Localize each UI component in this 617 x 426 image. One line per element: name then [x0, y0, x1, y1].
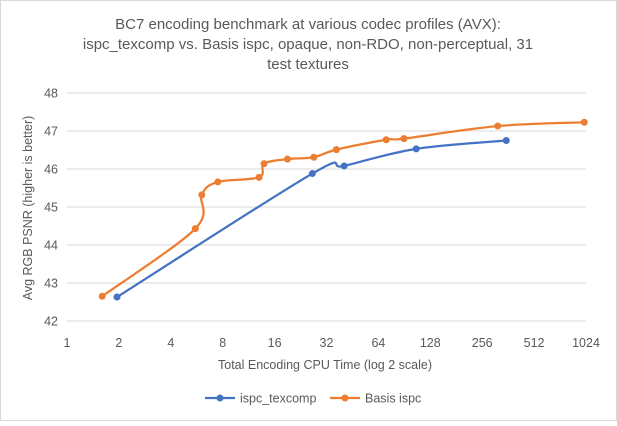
data-point-basis-ispc-2 — [198, 191, 206, 199]
data-point-basis-ispc-3 — [214, 178, 222, 186]
x-axis-tick-labels: 1 2 4 8 16 32 64 128 256 512 1024 — [64, 336, 600, 350]
y-tick-label-44: 44 — [44, 239, 58, 253]
chart-title-line-1: BC7 encoding benchmark at various codec … — [115, 16, 501, 33]
y-tick-label-48: 48 — [44, 87, 58, 101]
y-tick-label-45: 45 — [44, 201, 58, 215]
y-tick-label-42: 42 — [44, 315, 58, 329]
data-point-ispc-texcomp-2 — [340, 162, 348, 170]
x-tick-label-32: 32 — [320, 336, 334, 350]
data-point-basis-ispc-4 — [255, 173, 263, 181]
gridlines — [67, 92, 586, 322]
data-point-basis-ispc-0 — [98, 292, 106, 300]
chart-title-line-3: test textures — [267, 56, 349, 73]
x-tick-label-256: 256 — [472, 336, 493, 350]
series-line-ispc-texcomp — [116, 139, 507, 299]
data-point-basis-ispc-7 — [310, 153, 318, 161]
legend-label-basis-ispc: Basis ispc — [365, 392, 421, 406]
x-tick-label-4: 4 — [167, 336, 174, 350]
data-point-basis-ispc-11 — [494, 122, 502, 130]
y-tick-label-47: 47 — [44, 125, 58, 139]
data-point-ispc-texcomp-1 — [308, 170, 316, 178]
y-axis-label: Avg RGB PSNR (higher is better) — [21, 116, 35, 301]
data-point-ispc-texcomp-3 — [412, 145, 420, 153]
data-point-ispc-texcomp-4 — [502, 137, 510, 144]
data-point-basis-ispc-8 — [332, 146, 340, 154]
legend-item-basis-ispc: Basis ispc — [330, 392, 421, 406]
x-tick-label-16: 16 — [268, 336, 282, 350]
legend-label-ispc-texcomp: ispc_texcomp — [240, 392, 316, 406]
x-tick-label-512: 512 — [524, 336, 545, 350]
x-tick-label-128: 128 — [420, 336, 441, 350]
data-point-basis-ispc-6 — [283, 155, 291, 163]
chart-title: BC7 encoding benchmark at various codec … — [83, 16, 533, 73]
x-tick-label-64: 64 — [371, 336, 385, 350]
legend-item-ispc-texcomp: ispc_texcomp — [205, 392, 316, 406]
y-tick-label-46: 46 — [44, 163, 58, 177]
chart-title-line-2: ispc_texcomp vs. Basis ispc, opaque, non… — [83, 36, 533, 53]
y-axis-tick-labels: 42 43 44 45 46 47 48 — [44, 87, 58, 329]
data-point-basis-ispc-10 — [400, 135, 408, 143]
legend: ispc_texcomp Basis ispc — [205, 392, 421, 406]
y-tick-label-43: 43 — [44, 277, 58, 291]
data-point-ispc-texcomp-0 — [113, 293, 121, 301]
series-lines — [98, 118, 588, 301]
x-tick-label-8: 8 — [219, 336, 226, 350]
series-basis-ispc — [98, 118, 588, 300]
x-tick-label-1: 1 — [64, 336, 71, 350]
x-tick-label-1024: 1024 — [572, 336, 600, 350]
data-point-basis-ispc-9 — [382, 136, 390, 144]
series-ispc-texcomp — [113, 137, 510, 301]
data-point-basis-ispc-1 — [191, 225, 199, 233]
x-tick-label-2: 2 — [115, 336, 122, 350]
data-point-basis-ispc-12 — [580, 118, 588, 126]
x-axis-label: Total Encoding CPU Time (log 2 scale) — [218, 358, 432, 372]
legend-marker-ispc-texcomp — [216, 394, 224, 402]
legend-marker-basis-ispc — [341, 394, 349, 402]
data-point-basis-ispc-5 — [260, 160, 268, 168]
